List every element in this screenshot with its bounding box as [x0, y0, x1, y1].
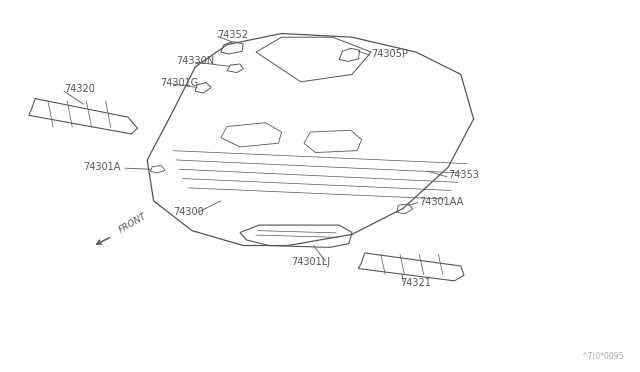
Text: FRONT: FRONT	[117, 212, 148, 235]
Text: 74301G: 74301G	[160, 78, 198, 87]
Text: 74330N: 74330N	[176, 56, 214, 66]
Text: 74301AA: 74301AA	[419, 197, 463, 206]
Text: 74301A: 74301A	[83, 163, 120, 172]
Text: ^7(0*0095: ^7(0*0095	[582, 352, 624, 361]
Text: 74321: 74321	[400, 279, 431, 288]
Text: 74320: 74320	[64, 84, 95, 94]
Text: 74300: 74300	[173, 207, 204, 217]
Text: 74352: 74352	[218, 31, 248, 40]
Text: 74301LJ: 74301LJ	[291, 257, 330, 267]
Text: 74353: 74353	[448, 170, 479, 180]
Text: 74305P: 74305P	[371, 49, 408, 58]
